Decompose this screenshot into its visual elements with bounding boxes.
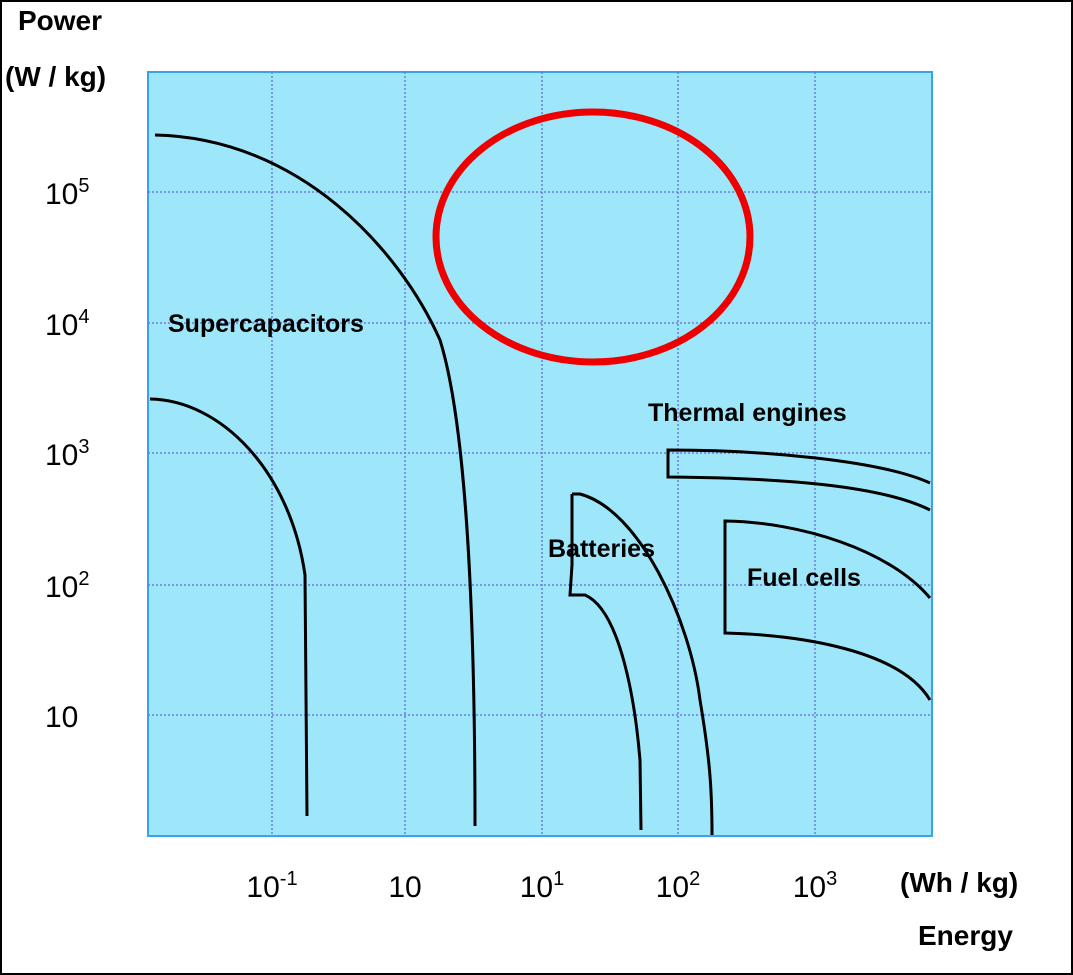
plot-area (147, 71, 933, 837)
battery-outer (572, 492, 714, 836)
tick-base: 10 (45, 571, 78, 604)
tick-exp: 3 (826, 868, 837, 890)
tick-base: 10 (520, 871, 553, 904)
battery-inner (568, 494, 643, 831)
tick-label: 105 (45, 175, 90, 211)
tick-base: 10 (793, 871, 826, 904)
region-outlines (149, 133, 932, 836)
fuel-outline (723, 519, 932, 701)
x-title: Energy (918, 920, 1013, 951)
supercap-inner (149, 397, 309, 817)
tick-label: 102 (45, 568, 90, 604)
y-unit: (W / kg) (5, 61, 106, 92)
region-label: Fuel cells (747, 564, 861, 592)
tick-label: 10-1 (246, 868, 297, 904)
highlight-ellipse (432, 108, 754, 366)
tick-label: 10 (45, 701, 78, 734)
tick-exp: 4 (78, 306, 89, 328)
tick-base: 10 (656, 871, 689, 904)
tick-base: 10 (246, 871, 279, 904)
tick-base: 10 (45, 178, 78, 211)
tick-label: 103 (45, 436, 90, 472)
y-title: Power (18, 5, 102, 36)
grid (148, 72, 932, 836)
region-label: Thermal engines (648, 399, 847, 427)
tick-base: 10 (388, 871, 421, 904)
tick-label: 10 (388, 871, 421, 904)
tick-label: 101 (520, 868, 565, 904)
region-label: Supercapacitors (168, 310, 364, 338)
tick-exp: 1 (553, 868, 564, 890)
tick-base: 10 (45, 439, 78, 472)
tick-base: 10 (45, 701, 78, 734)
thermal-outline (666, 448, 931, 512)
tick-exp: 2 (78, 568, 89, 590)
tick-label: 103 (793, 868, 838, 904)
tick-exp: 5 (78, 175, 89, 197)
tick-exp: 2 (689, 868, 700, 890)
supercap-outer (154, 133, 477, 827)
tick-exp: 3 (78, 436, 89, 458)
tick-label: 104 (45, 306, 90, 342)
tick-exp: -1 (280, 868, 298, 890)
x-unit: (Wh / kg) (900, 867, 1018, 898)
tick-label: 102 (656, 868, 701, 904)
tick-base: 10 (45, 309, 78, 342)
region-label: Batteries (548, 535, 655, 563)
